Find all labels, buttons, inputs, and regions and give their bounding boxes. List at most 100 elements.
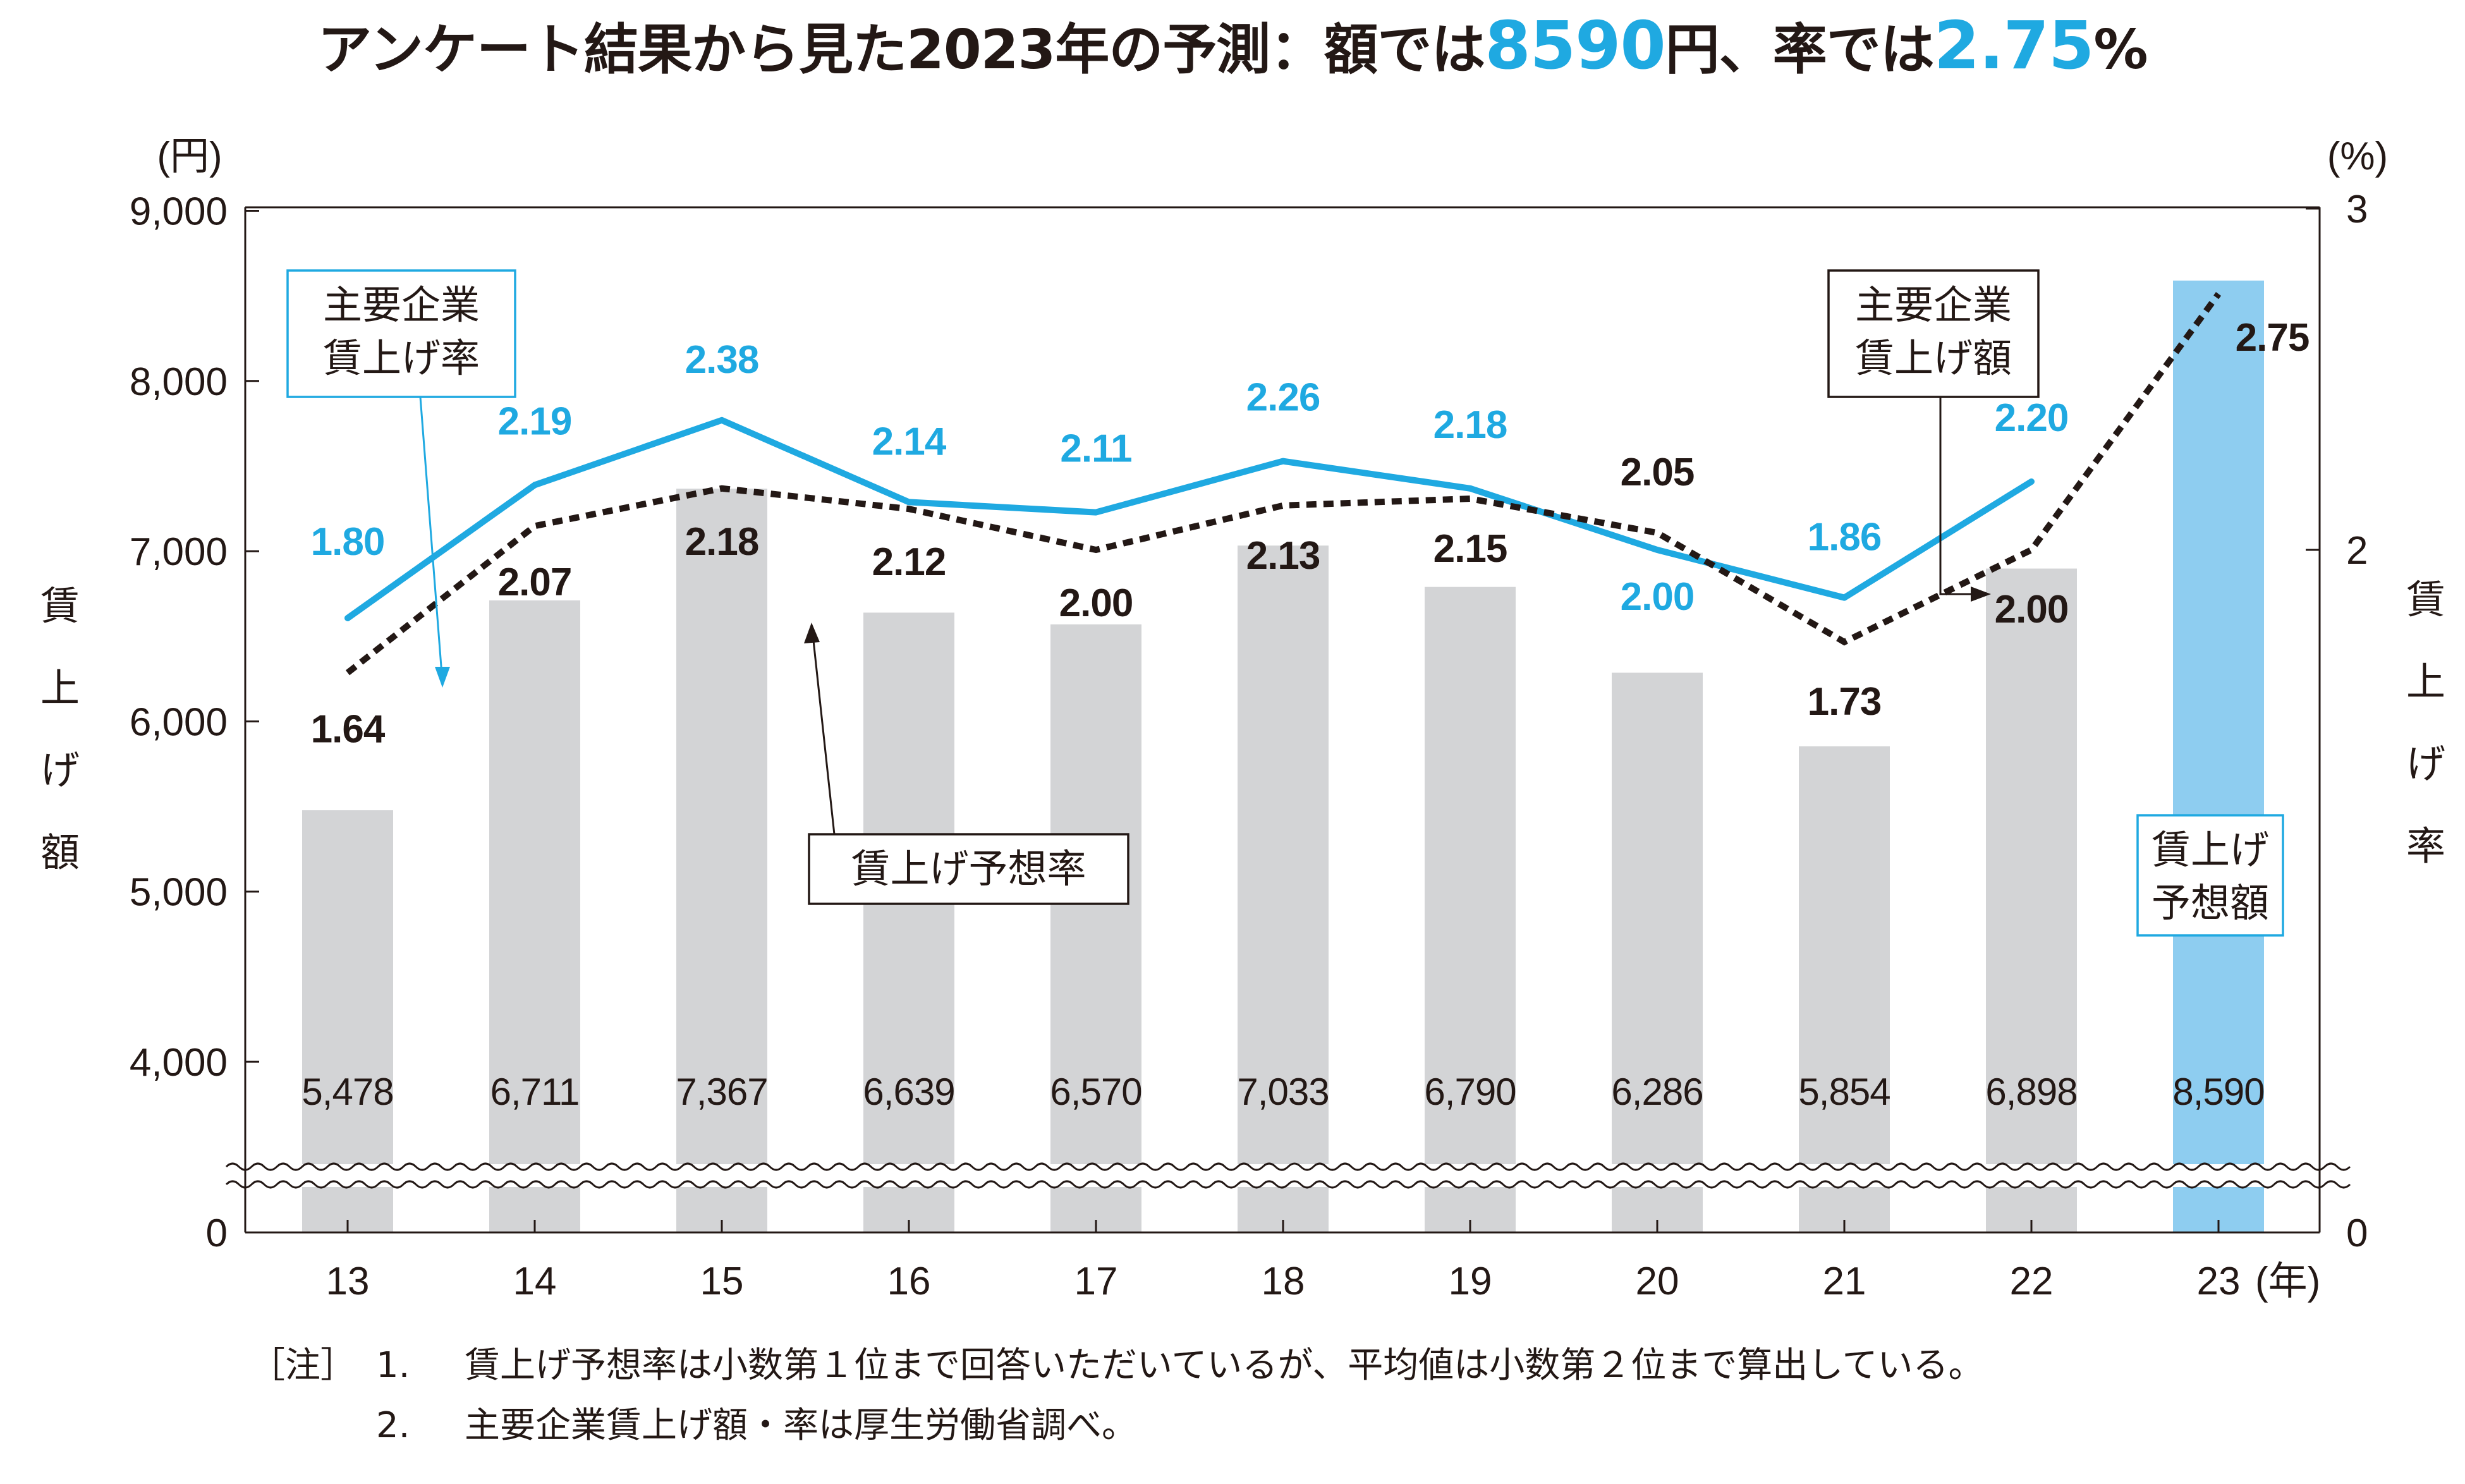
main-rate-label: 2.14	[872, 420, 947, 463]
x-tick-label: 15	[700, 1260, 744, 1303]
forecast-rate-label: 2.15	[1433, 527, 1507, 571]
pointer-forecast-rate-arrowhead	[804, 623, 820, 643]
bar-value-label: 8,590	[2172, 1071, 2264, 1113]
bar-value-label: 6,711	[490, 1071, 580, 1113]
note-text-2: 主要企業賃上げ額・率は厚生労働省調べ。	[465, 1405, 1137, 1446]
forecast-rate-label: 2.18	[685, 520, 759, 564]
x-tick-label: 23	[2197, 1260, 2241, 1303]
bar-15	[676, 489, 767, 1233]
pointer-main-amount	[1939, 397, 1985, 595]
callout-forecast-amount-box	[2136, 814, 2284, 937]
title-part-3: ：額では	[1270, 18, 1485, 82]
note-row-1: ［注］ 1. 賃上げ予想率は小数第１位まで回答いただいているが、平均値は小数第２位ま…	[250, 1337, 1984, 1388]
forecast-rate-label: 2.07	[498, 561, 572, 604]
left-tick-label: 5,000	[130, 871, 228, 915]
note-row-2: 2. 主要企業賃上げ額・率は厚生労働省調べ。	[250, 1397, 1137, 1448]
main-rate-label: 2.38	[685, 338, 759, 382]
x-tick-label: 16	[887, 1260, 931, 1303]
forecast-rate-label: 2.05	[1621, 451, 1695, 494]
callout-forecast-rate-box	[808, 833, 1129, 905]
x-tick-label: 17	[1074, 1260, 1118, 1303]
axis-break-line-lower	[225, 1180, 2351, 1189]
left-axis-label-char: 上	[40, 667, 80, 710]
bar-value-label: 6,286	[1611, 1071, 1703, 1113]
pointer-forecast-rate	[811, 628, 836, 835]
bar-value-label: 5,854	[1798, 1071, 1890, 1113]
title-part-2: 2023年の予測	[906, 18, 1270, 82]
bar-value-label: 6,639	[863, 1071, 954, 1113]
x-axis-unit: (年)	[2255, 1260, 2320, 1303]
right-axis-label-char: 上	[2406, 660, 2445, 704]
main-rate-label: 2.11	[1060, 427, 1131, 471]
bar-23	[2173, 280, 2264, 1233]
title-part-4: 円、率では	[1665, 18, 1935, 82]
bar-18	[1238, 545, 1329, 1232]
bar-22	[1986, 568, 2077, 1232]
main-rate-label: 1.80	[311, 520, 385, 564]
right-tick-label: 2	[2346, 529, 2368, 573]
chart-title: アンケート結果から見た2023年の予測：額では8590円、率では2.75%	[0, 5, 2465, 84]
left-axis-label-char: 賃	[40, 585, 80, 628]
bar-16	[863, 612, 954, 1232]
title-rate: 2.75	[1933, 7, 2095, 84]
right-tick-label: 0	[2346, 1212, 2368, 1255]
x-tick-label: 13	[326, 1260, 370, 1303]
right-axis-label-char: げ	[2406, 743, 2445, 786]
forecast-rate-label: 2.12	[872, 540, 946, 584]
note-text-1: 賃上げ予想率は小数第１位まで回答いただいているが、平均値は小数第２位まで算出して…	[465, 1345, 1984, 1386]
bar-13	[302, 810, 393, 1232]
bar-value-label: 6,570	[1050, 1071, 1141, 1113]
note-num-2: 2.	[376, 1405, 410, 1446]
callout-main-amount-box	[1827, 269, 2040, 398]
x-tick-label: 19	[1449, 1260, 1492, 1303]
bar-value-label: 7,033	[1237, 1071, 1329, 1113]
bar-20	[1612, 672, 1703, 1232]
left-axis-label-char: げ	[40, 749, 80, 793]
callout-main-rate-text: 賃上げ率	[323, 337, 480, 380]
main-rate-label: 2.20	[1995, 396, 2069, 440]
pointer-main-rate	[419, 396, 444, 683]
callout-main-amount-text: 主要企業	[1855, 284, 2012, 327]
bar-14	[489, 600, 580, 1232]
main-rate-label: 2.26	[1246, 376, 1320, 420]
forecast-rate-label: 2.13	[1246, 534, 1320, 578]
bar-value-label: 7,367	[676, 1071, 767, 1113]
callout-main-rate-box	[286, 269, 516, 398]
left-axis-unit: (円)	[157, 135, 222, 178]
callout-main-amount-text: 賃上げ額	[1855, 337, 2012, 380]
x-tick-label: 22	[2010, 1260, 2054, 1303]
right-axis-label-char: 率	[2406, 825, 2445, 868]
callout-forecast-amount-text: 予想額	[2152, 882, 2269, 925]
main-rate-label: 2.00	[1621, 575, 1695, 619]
left-tick-label: 6,000	[130, 700, 228, 744]
left-tick-label: 9,000	[130, 190, 228, 234]
note-num-1: 1.	[376, 1345, 410, 1386]
axis-break-line-upper	[225, 1162, 2351, 1171]
x-tick-label: 14	[513, 1260, 557, 1303]
forecast-rate-label: 1.64	[311, 707, 386, 751]
forecast-rate-label: 2.00	[1995, 588, 2069, 631]
left-axis-label-char: 額	[40, 831, 80, 875]
callout-forecast-rate-text: 賃上げ予想率	[851, 848, 1086, 891]
pointer-main-rate-arrowhead	[435, 667, 450, 688]
title-part-1: アンケート結果から見た	[317, 18, 907, 82]
title-part-5: %	[2093, 18, 2148, 82]
main-rate-label: 2.19	[498, 399, 572, 443]
main-rate-label: 2.18	[1433, 403, 1507, 447]
bar-value-label: 5,478	[301, 1071, 393, 1113]
bar-17	[1050, 624, 1141, 1232]
right-axis-label-char: 賃	[2406, 578, 2445, 622]
forecast-rate-label: 2.00	[1059, 581, 1133, 625]
left-tick-label: 8,000	[130, 360, 228, 404]
line-main-rate	[344, 417, 2035, 621]
callout-main-rate-text: 主要企業	[323, 284, 480, 327]
x-tick-label: 21	[1823, 1260, 1866, 1303]
main-rate-label: 1.86	[1808, 516, 1882, 559]
bar-21	[1799, 746, 1890, 1232]
left-tick-label: 4,000	[130, 1041, 228, 1085]
bar-19	[1425, 587, 1516, 1232]
forecast-rate-label: 1.73	[1808, 680, 1882, 724]
callout-forecast-amount-text: 賃上げ	[2152, 829, 2269, 872]
bar-value-label: 6,898	[1985, 1071, 2077, 1113]
